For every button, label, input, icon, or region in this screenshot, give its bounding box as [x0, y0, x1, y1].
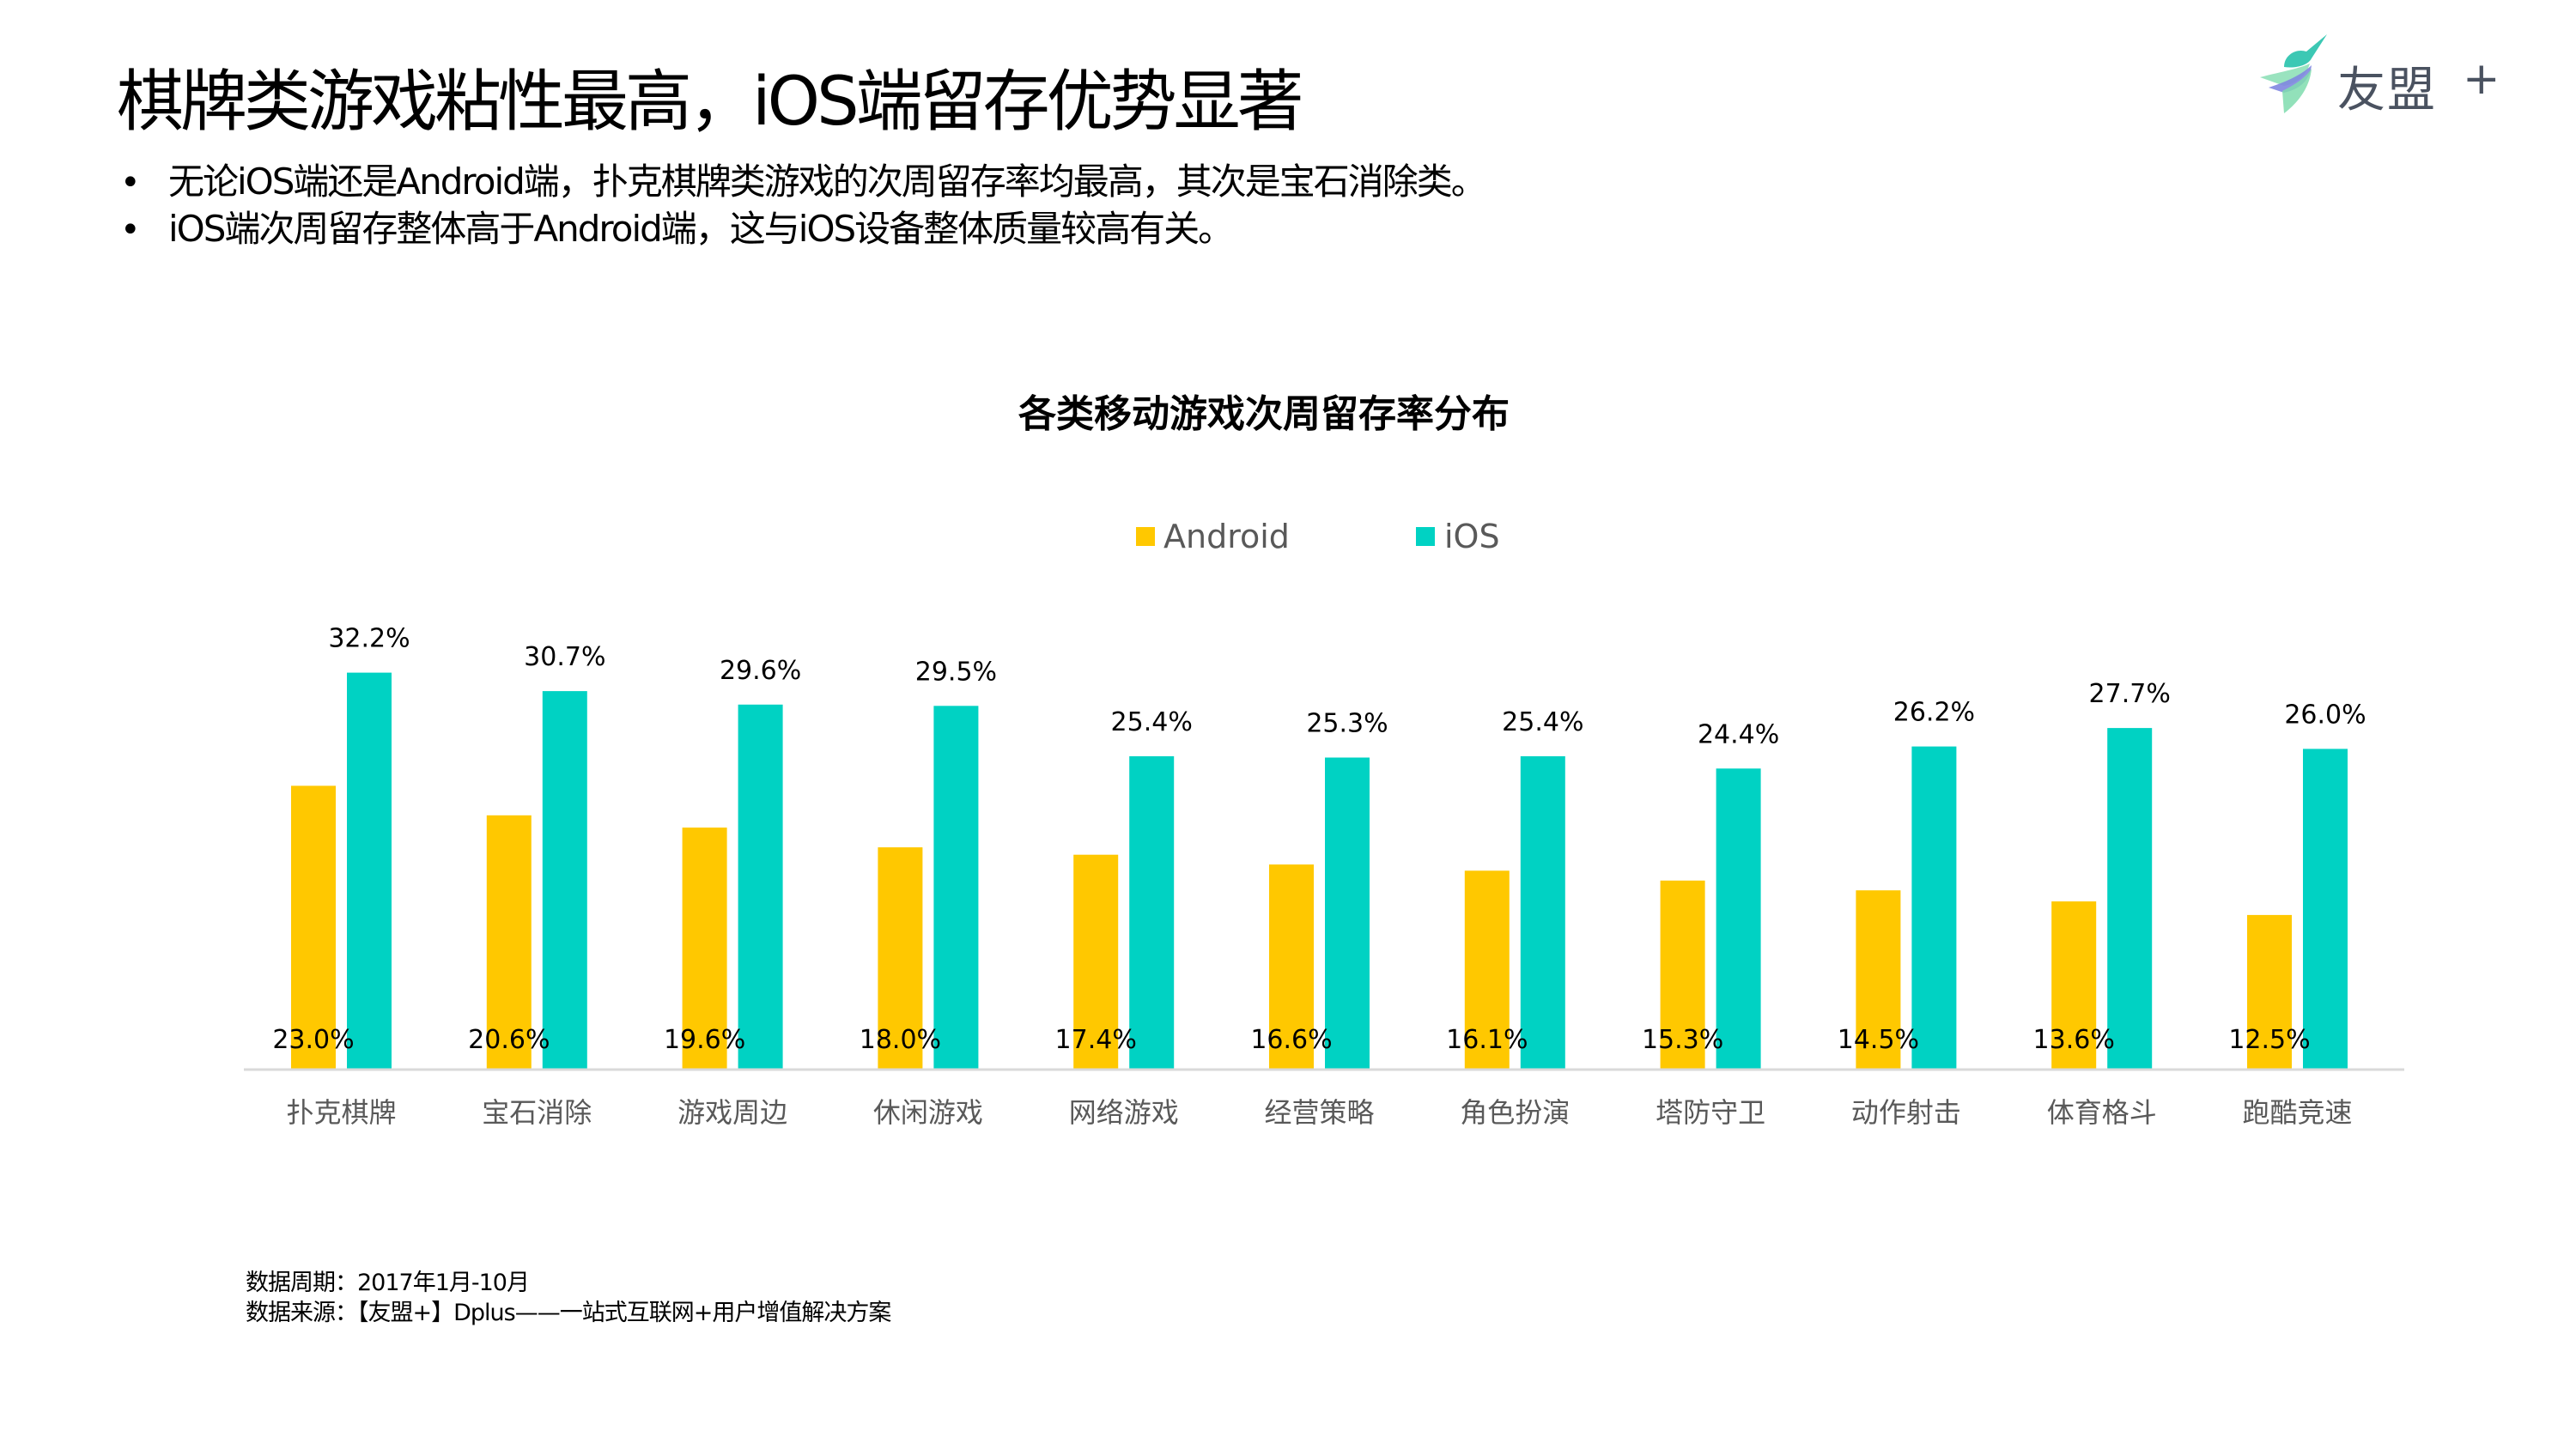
bar-android [486, 815, 532, 1069]
bar-ios [1325, 757, 1370, 1069]
data-label-ios: 27.7% [2089, 679, 2171, 709]
x-tick-label: 跑酷竞速 [2242, 1096, 2352, 1129]
data-label-android: 20.6% [468, 1025, 550, 1055]
data-label-android: 23.0% [272, 1025, 354, 1055]
data-period-note: 数据周期：2017年1月-10月 [246, 1270, 530, 1296]
legend-android-swatch [1136, 527, 1155, 546]
bar-ios [933, 706, 979, 1069]
x-tick-label: 体育格斗 [2047, 1096, 2157, 1129]
bar-android [1073, 854, 1119, 1069]
bullet-point: • 无论iOS端还是Android端，扑克棋牌类游戏的次周留存率均最高，其次是宝石… [120, 153, 1487, 205]
data-label-ios: 25.3% [1306, 709, 1388, 739]
bar-android [682, 828, 727, 1069]
bar-ios [347, 672, 392, 1069]
x-tick-label: 游戏周边 [677, 1096, 787, 1129]
bar-android [1464, 870, 1510, 1069]
bar-ios [2107, 728, 2153, 1069]
bar-android [878, 847, 923, 1069]
bullet-point: • iOS端次周留存整体高于Android端，这与iOS设备整体质量较高有关。 [120, 200, 1234, 252]
x-tick-label: 塔防守卫 [1656, 1096, 1765, 1129]
bar-ios [738, 704, 783, 1069]
x-tick-label: 休闲游戏 [873, 1096, 983, 1129]
bar-ios [2303, 749, 2348, 1069]
bar-ios [1911, 746, 1957, 1069]
x-tick-label: 宝石消除 [482, 1096, 592, 1129]
data-label-ios: 29.5% [915, 657, 997, 687]
data-label-ios: 26.0% [2284, 700, 2366, 730]
legend-ios-swatch [1416, 527, 1435, 546]
data-label-ios: 26.2% [1893, 698, 1975, 728]
bullet-icon: • [120, 210, 141, 250]
data-label-ios: 25.4% [1111, 707, 1193, 737]
data-label-android: 19.6% [664, 1025, 745, 1055]
data-label-android: 18.0% [860, 1025, 941, 1055]
data-label-android: 14.5% [1838, 1025, 1919, 1055]
data-label-android: 16.1% [1446, 1025, 1528, 1055]
bar-ios [1520, 756, 1565, 1069]
chart-title: 各类移动游戏次周留存率分布 [1018, 392, 1510, 436]
x-tick-label: 扑克棋牌 [286, 1096, 396, 1129]
data-label-ios: 24.4% [1698, 719, 1779, 749]
bar-ios [1716, 768, 1761, 1069]
data-label-ios: 32.2% [328, 624, 410, 654]
umeng-logo: 友盟 + [2258, 31, 2516, 125]
bar-android [2247, 914, 2292, 1069]
data-label-ios: 30.7% [524, 642, 605, 672]
x-tick-label: 角色扮演 [1460, 1096, 1570, 1129]
bullet-text: 无论iOS端还是Android端，扑克棋牌类游戏的次周留存率均最高，其次是宝石消… [168, 161, 1487, 203]
labels-layer: 23.0% 32.2% 扑克棋牌 20.6% 30.7% 宝石消除 19.6% 29.6% 游戏… [272, 624, 2366, 1129]
data-label-ios: 25.4% [1502, 707, 1583, 737]
bar-ios [542, 691, 587, 1069]
logo-text: 友盟 [2337, 63, 2437, 118]
logo-plus: + [2463, 53, 2500, 105]
bar-android [1660, 880, 1705, 1069]
legend-android-label: Android [1163, 518, 1290, 555]
bullet-text: iOS端次周留存整体高于Android端，这与iOS设备整体质量较高有关。 [168, 208, 1234, 250]
bullet-icon: • [120, 163, 141, 203]
x-tick-label: 网络游戏 [1069, 1096, 1179, 1129]
data-source-note: 数据来源：【友盟+】Dplus——一站式互联网+用户增值解决方案 [246, 1300, 891, 1326]
bar-android [1269, 864, 1314, 1069]
x-tick-label: 动作射击 [1851, 1096, 1961, 1129]
umeng-bird-logo-icon [2260, 34, 2327, 113]
chart-legend: Android iOS [1136, 518, 1500, 555]
bar-android [1856, 890, 1901, 1069]
data-label-android: 16.6% [1250, 1025, 1332, 1055]
bars-layer [291, 672, 2348, 1069]
legend-ios-label: iOS [1444, 518, 1500, 555]
data-label-ios: 29.6% [720, 656, 801, 686]
data-label-android: 13.6% [2033, 1025, 2115, 1055]
data-label-android: 15.3% [1642, 1025, 1723, 1055]
x-tick-label: 经营策略 [1264, 1096, 1374, 1129]
data-label-android: 12.5% [2228, 1025, 2310, 1055]
bar-ios [1129, 756, 1175, 1069]
bar-android [2051, 901, 2097, 1069]
data-label-android: 17.4% [1055, 1025, 1137, 1055]
slide-title: 棋牌类游戏粘性最高，iOS端留存优势显著 [117, 64, 1304, 141]
bar-android [291, 785, 336, 1069]
